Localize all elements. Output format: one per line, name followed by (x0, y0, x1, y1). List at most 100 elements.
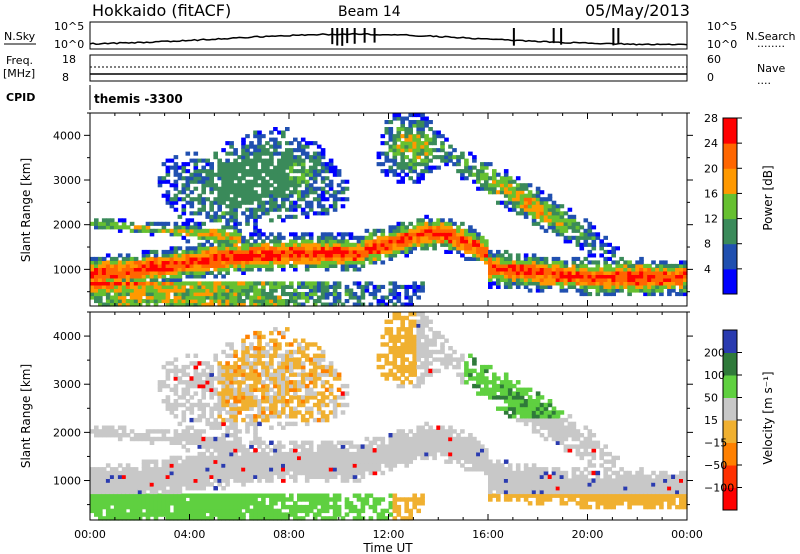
velocity-cell (344, 470, 350, 476)
velocity-cell (229, 346, 234, 351)
velocity-cell (145, 504, 151, 510)
velocity-cell (209, 444, 214, 449)
power-cell (129, 267, 135, 272)
power-cell (113, 299, 119, 304)
power-cell (515, 204, 521, 209)
velocity-cell (396, 376, 402, 381)
power-cell (225, 260, 230, 265)
velocity-cell (98, 504, 103, 510)
velocity-cell (285, 463, 290, 468)
power-cell (253, 284, 258, 289)
power-cell (420, 288, 425, 293)
velocity-cell (205, 501, 210, 506)
power-cell (643, 270, 648, 275)
power-cell (607, 256, 612, 261)
power-cell (340, 197, 346, 202)
power-cell (221, 193, 226, 198)
power-cell (261, 288, 266, 293)
velocity-cell (396, 440, 402, 445)
velocity-cell (297, 399, 302, 404)
velocity-cell (392, 444, 398, 449)
power-cell (289, 141, 294, 146)
velocity-cell (257, 330, 262, 336)
power-cell (98, 295, 103, 300)
velocity-cell (281, 368, 286, 374)
power-cell (651, 267, 656, 272)
power-cell (221, 169, 226, 174)
power-cell (428, 228, 433, 233)
power-cell (567, 239, 573, 244)
power-cell (241, 162, 246, 167)
power-cell (472, 246, 477, 251)
power-cell (503, 274, 509, 279)
velocity-cell (101, 478, 107, 483)
power-cell (261, 148, 266, 153)
velocity-cell (257, 470, 262, 476)
power-cell (173, 260, 179, 265)
power-cell (269, 288, 274, 293)
velocity-cell (241, 444, 246, 449)
power-cell (615, 260, 620, 265)
power-cell (237, 249, 242, 254)
power-cell (611, 249, 616, 254)
velocity-cell (273, 402, 278, 408)
velocity-cell (157, 383, 163, 389)
power-cell (273, 179, 278, 184)
velocity-cell (201, 391, 206, 396)
velocity-cell (332, 508, 338, 514)
velocity-cell (277, 383, 282, 389)
velocity-cell (101, 482, 107, 487)
velocity-cell (308, 395, 314, 400)
power-cell (324, 263, 330, 268)
velocity-cell (189, 361, 195, 366)
power-cell (153, 274, 159, 279)
power-cell (297, 246, 302, 251)
velocity-cell (320, 504, 326, 510)
power-cell (225, 299, 230, 304)
velocity-cell (364, 493, 370, 498)
power-cell (189, 274, 195, 279)
power-cell (193, 299, 199, 304)
power-cell (300, 197, 306, 202)
power-cell (511, 186, 517, 191)
power-cell (249, 211, 254, 216)
power-cell (117, 263, 123, 268)
power-cell (388, 120, 394, 125)
velocity-cell (257, 501, 262, 506)
power-cell (635, 274, 640, 279)
velocity-cell (265, 451, 270, 457)
velocity-cell (376, 353, 382, 358)
velocity-cell (98, 482, 103, 487)
power-cell (94, 295, 99, 300)
power-cell (197, 267, 203, 272)
velocity-cell (233, 501, 238, 506)
velocity-cell (265, 391, 270, 396)
power-cell (133, 225, 139, 230)
power-y-axis-label: Slant Range [km] (19, 158, 33, 262)
velocity-cell (304, 395, 310, 400)
power-cell (675, 267, 680, 272)
power-cell (583, 242, 589, 247)
power-cell (90, 260, 95, 265)
power-cell (408, 284, 413, 289)
velocity-cell (340, 459, 346, 464)
velocity-cell (340, 478, 346, 483)
power-cell (579, 263, 585, 268)
power-cell (388, 246, 394, 251)
power-cell (424, 137, 429, 142)
velocity-cell (209, 467, 214, 472)
power-cell (201, 165, 206, 170)
power-cell (304, 232, 310, 237)
power-cell (312, 253, 318, 258)
velocity-cell (229, 376, 234, 381)
power-cell (476, 179, 481, 184)
power-cell (109, 288, 115, 293)
power-cell (659, 288, 664, 293)
velocity-cell (400, 372, 405, 377)
velocity-cell (209, 501, 214, 506)
velocity-cell (117, 512, 123, 517)
power-cell (627, 260, 632, 265)
power-cell (129, 295, 135, 300)
power-cell (300, 151, 306, 156)
power-cell (567, 218, 573, 223)
